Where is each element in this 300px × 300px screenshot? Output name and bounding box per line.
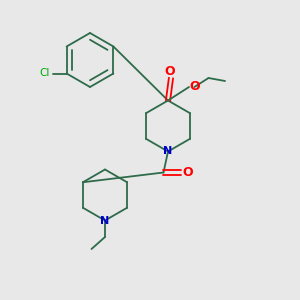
Text: N: N: [100, 215, 109, 226]
Text: O: O: [164, 65, 175, 78]
Text: O: O: [183, 166, 194, 179]
Text: N: N: [164, 146, 172, 157]
Text: Cl: Cl: [40, 68, 50, 79]
Text: O: O: [189, 80, 200, 94]
